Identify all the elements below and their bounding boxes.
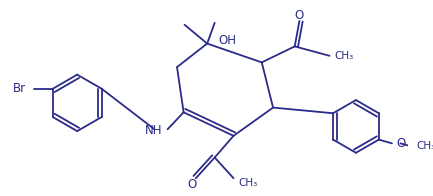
Text: Br: Br bbox=[13, 82, 26, 95]
Text: CH₃: CH₃ bbox=[238, 178, 258, 188]
Text: O: O bbox=[187, 178, 197, 191]
Text: O: O bbox=[397, 137, 406, 150]
Text: NH: NH bbox=[145, 124, 162, 137]
Text: OH: OH bbox=[219, 34, 237, 47]
Text: CH₃: CH₃ bbox=[334, 51, 353, 61]
Text: O: O bbox=[295, 9, 304, 22]
Text: CH₃: CH₃ bbox=[417, 141, 433, 151]
